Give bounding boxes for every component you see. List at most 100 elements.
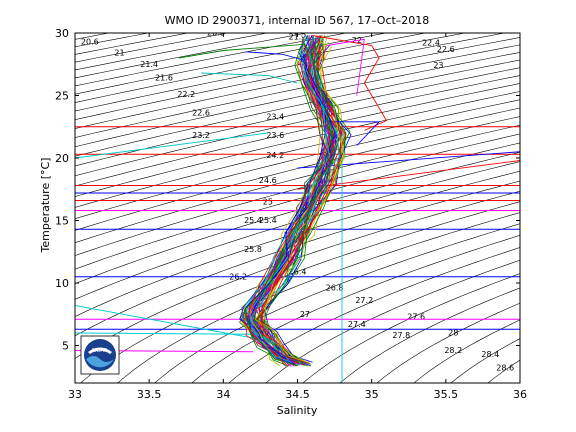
x-tick-label: 33 xyxy=(68,388,82,401)
density-contour-label: 25 xyxy=(263,197,273,206)
density-contour-line xyxy=(376,302,520,383)
y-axis: 5 10 15 20 25 30 xyxy=(55,27,520,353)
density-contour-line xyxy=(75,67,520,167)
chart-title: WMO ID 2900371, internal ID 567, 17–Oct–… xyxy=(165,14,430,27)
density-contour-label: 22.4 xyxy=(422,39,440,48)
noaa-logo: NOAA xyxy=(80,335,120,375)
ts-profile-line xyxy=(250,35,340,364)
ts-profile-line xyxy=(252,35,334,364)
density-contour-line xyxy=(75,59,520,157)
reference-line xyxy=(75,305,254,339)
density-contour-line xyxy=(75,44,520,138)
density-contour-line xyxy=(75,116,520,231)
density-contour-line xyxy=(80,201,520,383)
x-tick-label: 34 xyxy=(216,388,230,401)
ts-profile-line xyxy=(244,35,330,363)
reference-line xyxy=(75,332,254,335)
density-contour-label: 26.8 xyxy=(326,284,344,293)
ts-profile-line xyxy=(312,35,388,131)
density-contour-label: 23.2 xyxy=(192,131,210,140)
density-contour-line xyxy=(339,287,520,383)
density-contour-line xyxy=(413,319,520,383)
density-contour-line xyxy=(75,75,520,177)
density-contour-label: 24.6 xyxy=(259,176,277,185)
ts-profile-line xyxy=(247,38,331,365)
density-contour-label: 27.8 xyxy=(392,331,410,340)
density-contour-label: 27.6 xyxy=(407,312,425,321)
density-contour-label: 27.2 xyxy=(355,296,373,305)
density-contour-label: 21.6 xyxy=(155,74,173,83)
density-contour-label: 25.4 xyxy=(259,216,277,225)
ts-profile-line xyxy=(253,45,341,367)
reference-line xyxy=(75,132,268,159)
density-contour-label: 21 xyxy=(114,49,124,58)
density-contour-line xyxy=(75,180,520,337)
density-contour-line xyxy=(75,190,520,359)
x-tick-label: 36 xyxy=(513,388,527,401)
density-contour-line xyxy=(75,142,520,270)
ts-profile-line xyxy=(242,41,330,366)
density-contour-label: 23.6 xyxy=(266,131,284,140)
density-contour-label: 20.4 xyxy=(108,26,126,35)
ts-profiles xyxy=(178,35,388,367)
ts-profile-line xyxy=(250,37,321,365)
density-contour-line xyxy=(302,273,520,383)
ts-profile-line xyxy=(245,51,306,61)
density-contour-label: 20.8 xyxy=(207,29,225,38)
density-contour-line xyxy=(117,212,520,383)
x-tick-label: 35.5 xyxy=(434,388,459,401)
density-contour-line xyxy=(265,259,520,383)
density-contour-line xyxy=(228,247,520,383)
logo-text: NOAA xyxy=(92,348,108,354)
density-contour-line xyxy=(75,107,520,220)
ts-profile-line xyxy=(178,43,313,59)
x-tick-label: 34.5 xyxy=(285,388,310,401)
density-contour-line xyxy=(75,37,520,129)
density-contour-label: 25.4 xyxy=(244,216,262,225)
ts-profile-line xyxy=(243,46,335,367)
density-contour-label: 26.4 xyxy=(289,267,307,276)
x-axis-label: Salinity xyxy=(277,404,318,417)
y-tick-label: 30 xyxy=(55,27,69,40)
density-contour-label: 22.2 xyxy=(177,90,195,99)
y-tick-label: 20 xyxy=(55,152,69,165)
ts-profile-line xyxy=(262,40,342,365)
ts-profile-line xyxy=(201,72,298,84)
density-contour-line xyxy=(75,33,505,120)
y-tick-label: 5 xyxy=(62,340,69,353)
density-contour-label: 21.4 xyxy=(140,60,158,69)
density-contour-line xyxy=(75,133,520,256)
x-tick-label: 35 xyxy=(365,388,379,401)
density-contour-line xyxy=(191,235,520,383)
density-contour-label: 24.2 xyxy=(266,151,284,160)
density-contour-label: 27.4 xyxy=(348,320,366,329)
density-contour-label: 28.6 xyxy=(496,364,514,373)
density-contour-line xyxy=(75,83,520,187)
density-contour-label: 28.4 xyxy=(481,350,499,359)
ts-profile-line xyxy=(263,35,345,363)
density-contour-line xyxy=(75,161,520,300)
ts-profile-line xyxy=(327,38,365,96)
y-tick-label: 15 xyxy=(55,215,69,228)
y-tick-label: 25 xyxy=(55,90,69,103)
density-contour-label: 25.8 xyxy=(244,245,262,254)
y-axis-label: Temperature [°C] xyxy=(39,158,52,254)
density-contour-label: 21.2 xyxy=(289,32,307,41)
density-contour-line xyxy=(75,33,386,95)
density-contour-line xyxy=(75,124,520,244)
density-contour-label: 27 xyxy=(300,310,310,319)
density-contour-label: 22.6 xyxy=(192,109,210,118)
density-contour-label: 22.6 xyxy=(437,45,455,54)
x-tick-label: 33.5 xyxy=(137,388,162,401)
density-contour-label: 28 xyxy=(448,329,458,338)
y-tick-label: 10 xyxy=(55,277,69,290)
density-contour-label: 23.4 xyxy=(266,112,284,121)
ts-profile-line xyxy=(244,38,336,365)
ts-profile-line xyxy=(253,35,333,363)
density-contour-line xyxy=(75,33,465,112)
density-contour-line xyxy=(75,33,426,103)
ts-profile-line xyxy=(259,35,341,364)
ts-profile-line xyxy=(262,45,347,367)
ts-profile-line xyxy=(257,46,345,367)
